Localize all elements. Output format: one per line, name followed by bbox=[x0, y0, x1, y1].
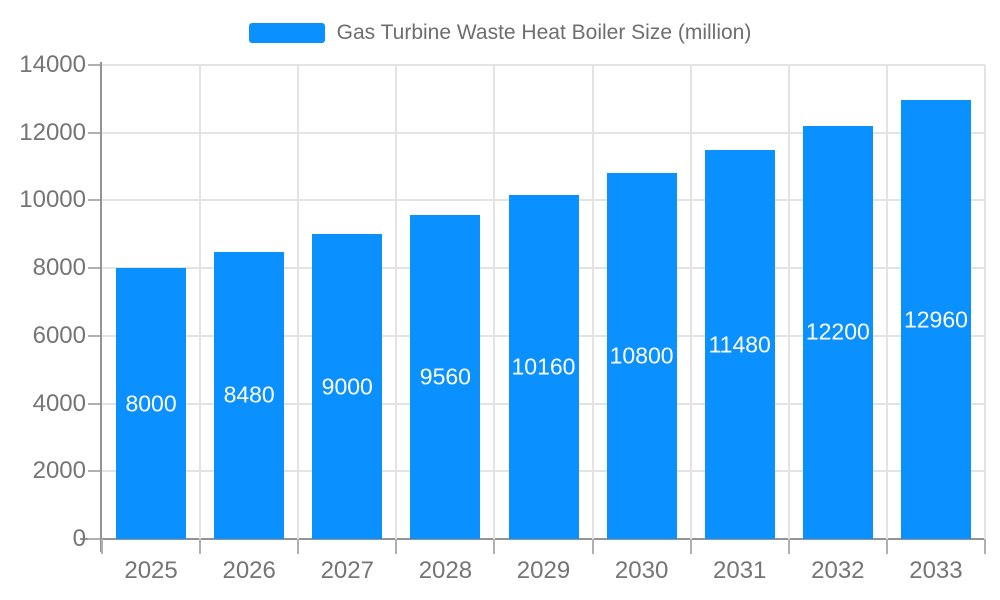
bar-value-label: 10800 bbox=[609, 342, 674, 369]
bar-value-label: 11480 bbox=[708, 331, 771, 358]
bar-value-label: 12200 bbox=[805, 318, 870, 345]
x-tick-label: 2033 bbox=[909, 557, 963, 584]
y-tick-mark bbox=[88, 470, 100, 473]
gridline-horizontal bbox=[102, 131, 985, 134]
x-tick-label: 2032 bbox=[811, 557, 865, 584]
bar[interactable]: 9000 bbox=[312, 234, 383, 539]
y-tick-mark bbox=[88, 334, 100, 337]
bar[interactable]: 12200 bbox=[802, 125, 873, 539]
gridline-vertical bbox=[787, 65, 790, 539]
gridline-vertical bbox=[885, 65, 888, 539]
gridline-vertical bbox=[297, 65, 300, 539]
gridline-vertical bbox=[591, 65, 594, 539]
x-tick-label: 2027 bbox=[320, 557, 374, 584]
y-tick-mark bbox=[88, 267, 100, 270]
y-tick-mark bbox=[88, 64, 100, 66]
y-tick-label: 2000 bbox=[32, 457, 86, 485]
y-tick-label: 14000 bbox=[19, 51, 86, 78]
gridline-horizontal bbox=[102, 64, 985, 66]
x-tick-label: 2025 bbox=[124, 557, 178, 584]
y-tick-label: 8000 bbox=[32, 254, 86, 282]
gridline-vertical bbox=[395, 65, 398, 539]
y-tick-label: 10000 bbox=[19, 186, 86, 214]
gridline-vertical bbox=[984, 65, 986, 539]
x-tick-mark bbox=[689, 539, 692, 554]
bar-value-label: 8480 bbox=[223, 381, 275, 408]
y-tick-mark bbox=[88, 538, 100, 540]
y-tick-label: 6000 bbox=[32, 321, 86, 349]
bar[interactable]: 11480 bbox=[704, 150, 775, 539]
gridline-vertical bbox=[689, 65, 692, 539]
y-tick-label: 4000 bbox=[32, 389, 86, 417]
bar-value-label: 8000 bbox=[125, 390, 177, 417]
x-tick-label: 2026 bbox=[222, 557, 276, 584]
plot-area: 8000 8480 9000 9560 10160 10800 11480 12200 1296… bbox=[102, 64, 986, 539]
bar[interactable]: 8480 bbox=[214, 251, 285, 539]
y-tick-label: 12000 bbox=[19, 118, 86, 146]
y-axis-line bbox=[100, 62, 102, 552]
x-tick-mark bbox=[493, 539, 496, 554]
bar-value-label: 9000 bbox=[321, 373, 373, 400]
x-tick-mark bbox=[199, 539, 202, 554]
x-tick-mark bbox=[787, 539, 790, 554]
y-tick-mark bbox=[88, 199, 100, 202]
bar-value-label: 12960 bbox=[903, 306, 968, 333]
x-tick-mark bbox=[591, 539, 594, 554]
x-tick-mark bbox=[297, 539, 300, 554]
x-tick-label: 2029 bbox=[516, 557, 571, 584]
x-tick-label: 2030 bbox=[614, 557, 669, 584]
gridline-vertical bbox=[493, 65, 496, 539]
y-tick-label: 0 bbox=[72, 525, 86, 552]
bar[interactable]: 8000 bbox=[116, 268, 187, 539]
x-tick-mark bbox=[395, 539, 398, 554]
x-tick-label: 2031 bbox=[713, 557, 767, 584]
legend-swatch[interactable] bbox=[248, 23, 325, 43]
gridline-vertical bbox=[199, 65, 202, 539]
bar[interactable]: 10160 bbox=[508, 195, 579, 539]
legend-label[interactable]: Gas Turbine Waste Heat Boiler Size (mill… bbox=[336, 21, 752, 44]
y-tick-mark bbox=[88, 402, 100, 405]
x-tick-mark bbox=[885, 539, 888, 554]
x-tick-label: 2028 bbox=[418, 557, 473, 584]
x-tick-mark bbox=[101, 539, 103, 554]
bar[interactable]: 10800 bbox=[606, 173, 677, 539]
x-tick-mark bbox=[984, 539, 986, 554]
bar[interactable]: 9560 bbox=[410, 215, 481, 539]
legend: Gas Turbine Waste Heat Boiler Size (mill… bbox=[0, 18, 1000, 48]
x-axis-line bbox=[80, 538, 985, 540]
y-tick-mark bbox=[88, 131, 100, 134]
bar[interactable]: 12960 bbox=[900, 100, 971, 539]
bar-value-label: 10160 bbox=[511, 353, 576, 380]
bar-value-label: 9560 bbox=[419, 363, 471, 390]
